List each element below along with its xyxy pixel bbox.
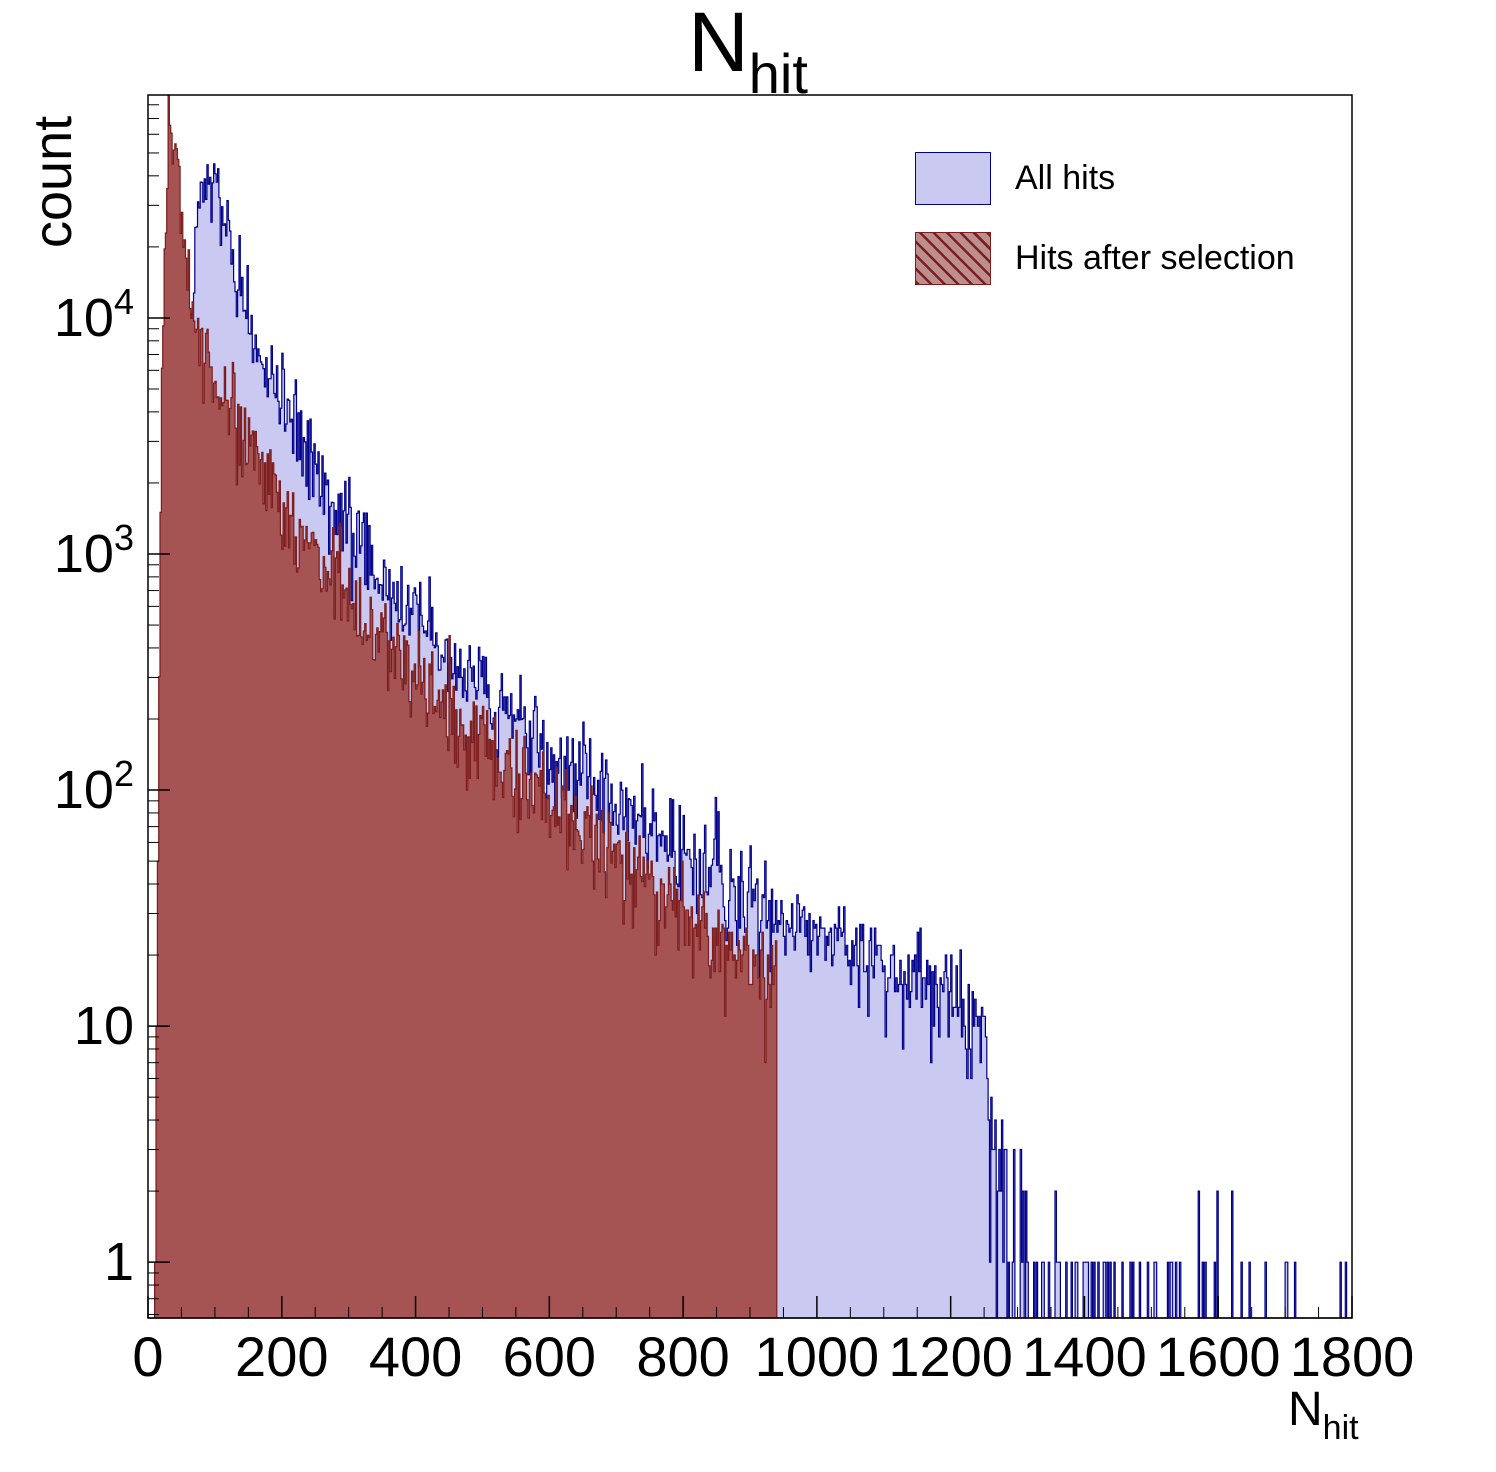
x-axis-title-main: N — [1288, 1383, 1323, 1436]
chart-title: Nhit — [688, 0, 808, 102]
y-tick-label: 10 — [74, 996, 134, 1056]
x-tick-label: 1200 — [888, 1325, 1013, 1388]
legend-item-all-hits: All hits — [915, 152, 1295, 205]
x-tick-label: 1600 — [1156, 1325, 1281, 1388]
x-axis: 0 200 400 600 800 1000 1200 1400 1600 1800 — [132, 1296, 1414, 1388]
x-axis-title: Nhit — [1288, 1382, 1359, 1445]
hits-after-selection-label: Hits after selection — [1015, 239, 1295, 277]
y-tick-label: 103 — [54, 517, 134, 584]
x-tick-label: 400 — [369, 1325, 462, 1388]
x-tick-label: 1000 — [755, 1325, 880, 1388]
legend-item-hits-after-selection: Hits after selection — [915, 232, 1295, 285]
x-tick-label: 600 — [503, 1325, 596, 1388]
x-tick-label: 800 — [636, 1325, 729, 1388]
x-tick-label: 200 — [235, 1325, 328, 1388]
legend: All hits Hits after selection — [915, 152, 1295, 285]
y-tick-label: 104 — [54, 281, 134, 348]
y-axis: 1 10 102 103 104 — [54, 104, 170, 1316]
x-tick-label: 0 — [132, 1325, 163, 1388]
chart-title-main: N — [688, 0, 749, 89]
all-hits-label: All hits — [1015, 159, 1116, 197]
x-axis-title-subscript: hit — [1322, 1409, 1359, 1447]
y-tick-label: 102 — [54, 753, 134, 820]
y-tick-label: 1 — [104, 1232, 134, 1292]
y-axis-title: count — [23, 115, 83, 248]
all-hits-swatch — [915, 152, 991, 205]
hits-after-selection-swatch — [915, 232, 991, 285]
x-tick-label: 1400 — [1022, 1325, 1147, 1388]
x-tick-label: 1800 — [1290, 1325, 1415, 1388]
chart-title-subscript: hit — [748, 42, 808, 105]
